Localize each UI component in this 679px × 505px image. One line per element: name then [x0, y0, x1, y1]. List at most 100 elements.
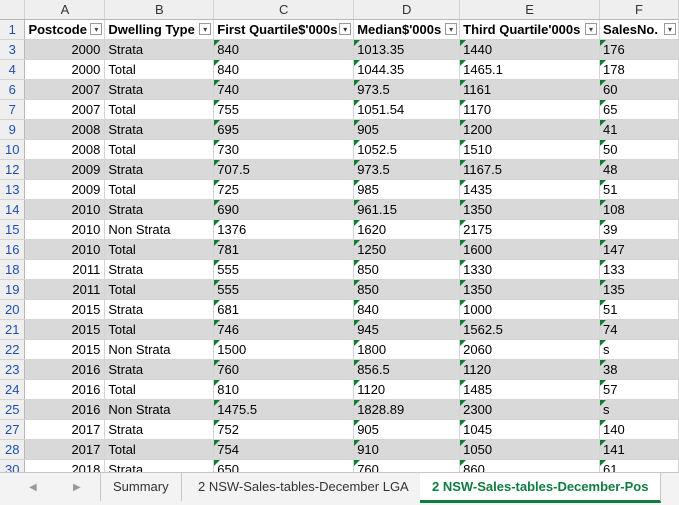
row-number[interactable]: 30: [0, 459, 26, 472]
row-number[interactable]: 16: [0, 239, 26, 260]
row-number[interactable]: 28: [0, 439, 26, 460]
sheet-tab-lga[interactable]: 2 NSW-Sales-tables-December LGA: [186, 473, 422, 501]
row-number[interactable]: 13: [0, 179, 26, 200]
table-cell[interactable]: 60: [599, 79, 679, 100]
table-cell[interactable]: 1465.1: [459, 59, 601, 80]
table-cell[interactable]: Strata: [104, 159, 215, 180]
table-cell[interactable]: 1485: [459, 379, 601, 400]
column-header[interactable]: A: [24, 0, 106, 20]
table-cell[interactable]: 2016: [24, 359, 106, 380]
table-cell[interactable]: 961.15: [353, 199, 461, 220]
table-cell[interactable]: 2008: [24, 139, 106, 160]
table-cell[interactable]: 1435: [459, 179, 601, 200]
column-header[interactable]: D: [353, 0, 461, 20]
table-cell[interactable]: 50: [599, 139, 679, 160]
row-number[interactable]: 27: [0, 419, 26, 440]
table-cell[interactable]: 2011: [24, 259, 106, 280]
table-cell[interactable]: 2175: [459, 219, 601, 240]
table-cell[interactable]: 650: [213, 459, 355, 472]
sheet-tab-summary[interactable]: Summary: [100, 473, 182, 501]
table-cell[interactable]: 905: [353, 119, 461, 140]
table-cell[interactable]: 135: [599, 279, 679, 300]
table-cell[interactable]: 850: [353, 259, 461, 280]
table-cell[interactable]: 2007: [24, 99, 106, 120]
table-cell[interactable]: 760: [353, 459, 461, 472]
table-cell[interactable]: 51: [599, 179, 679, 200]
row-number[interactable]: 19: [0, 279, 26, 300]
row-number[interactable]: 20: [0, 299, 26, 320]
column-header[interactable]: E: [459, 0, 601, 20]
table-cell[interactable]: 973.5: [353, 159, 461, 180]
row-number[interactable]: 12: [0, 159, 26, 180]
table-cell[interactable]: 730: [213, 139, 355, 160]
table-cell[interactable]: 2011: [24, 279, 106, 300]
table-cell[interactable]: 840: [353, 299, 461, 320]
table-cell[interactable]: 1330: [459, 259, 601, 280]
table-cell[interactable]: 1562.5: [459, 319, 601, 340]
table-cell[interactable]: 755: [213, 99, 355, 120]
table-cell[interactable]: Total: [104, 139, 215, 160]
table-cell[interactable]: 176: [599, 39, 679, 60]
table-cell[interactable]: 1120: [353, 379, 461, 400]
table-cell[interactable]: Total: [104, 319, 215, 340]
row-number[interactable]: 22: [0, 339, 26, 360]
table-cell[interactable]: 1000: [459, 299, 601, 320]
table-cell[interactable]: 2300: [459, 399, 601, 420]
row-number[interactable]: 9: [0, 119, 26, 140]
table-cell[interactable]: 746: [213, 319, 355, 340]
column-header[interactable]: B: [104, 0, 215, 20]
table-cell[interactable]: Strata: [104, 39, 215, 60]
table-cell[interactable]: 850: [353, 279, 461, 300]
table-cell[interactable]: Total: [104, 99, 215, 120]
column-header[interactable]: F: [599, 0, 679, 20]
table-cell[interactable]: Non Strata: [104, 399, 215, 420]
table-cell[interactable]: 945: [353, 319, 461, 340]
table-cell[interactable]: 178: [599, 59, 679, 80]
table-cell[interactable]: Strata: [104, 119, 215, 140]
table-cell[interactable]: 1052.5: [353, 139, 461, 160]
table-cell[interactable]: 2060: [459, 339, 601, 360]
table-cell[interactable]: Non Strata: [104, 219, 215, 240]
header-cell[interactable]: SalesNo. ▾: [599, 19, 679, 40]
table-cell[interactable]: 2015: [24, 319, 106, 340]
table-cell[interactable]: Strata: [104, 259, 215, 280]
table-cell[interactable]: 810: [213, 379, 355, 400]
table-cell[interactable]: 1350: [459, 199, 601, 220]
header-cell[interactable]: Dwelling Type ▾: [104, 19, 215, 40]
table-cell[interactable]: 840: [213, 59, 355, 80]
table-cell[interactable]: 690: [213, 199, 355, 220]
table-cell[interactable]: 910: [353, 439, 461, 460]
filter-dropdown-icon[interactable]: ▾: [585, 23, 598, 35]
filter-active-icon[interactable]: ▾: [339, 23, 352, 35]
table-cell[interactable]: 38: [599, 359, 679, 380]
table-cell[interactable]: Strata: [104, 459, 215, 472]
filter-dropdown-icon[interactable]: ▾: [199, 23, 212, 35]
table-cell[interactable]: 2016: [24, 399, 106, 420]
header-cell[interactable]: Third Quartile'000s ▾: [459, 19, 601, 40]
row-number[interactable]: 10: [0, 139, 26, 160]
table-cell[interactable]: 2009: [24, 159, 106, 180]
table-cell[interactable]: 681: [213, 299, 355, 320]
table-cell[interactable]: 1620: [353, 219, 461, 240]
table-cell[interactable]: 74: [599, 319, 679, 340]
filter-dropdown-icon[interactable]: ▾: [664, 23, 676, 35]
table-cell[interactable]: 555: [213, 259, 355, 280]
table-cell[interactable]: 2017: [24, 439, 106, 460]
table-cell[interactable]: 1828.89: [353, 399, 461, 420]
column-header[interactable]: C: [213, 0, 355, 20]
table-cell[interactable]: 1045: [459, 419, 601, 440]
table-cell[interactable]: 905: [353, 419, 461, 440]
row-number[interactable]: 24: [0, 379, 26, 400]
table-cell[interactable]: 740: [213, 79, 355, 100]
table-cell[interactable]: 1500: [213, 339, 355, 360]
table-cell[interactable]: Total: [104, 279, 215, 300]
table-cell[interactable]: 781: [213, 239, 355, 260]
table-cell[interactable]: 2008: [24, 119, 106, 140]
table-cell[interactable]: 2016: [24, 379, 106, 400]
table-cell[interactable]: 985: [353, 179, 461, 200]
table-cell[interactable]: 1013.35: [353, 39, 461, 60]
table-cell[interactable]: 760: [213, 359, 355, 380]
row-number[interactable]: 15: [0, 219, 26, 240]
table-cell[interactable]: 1475.5: [213, 399, 355, 420]
table-cell[interactable]: 39: [599, 219, 679, 240]
